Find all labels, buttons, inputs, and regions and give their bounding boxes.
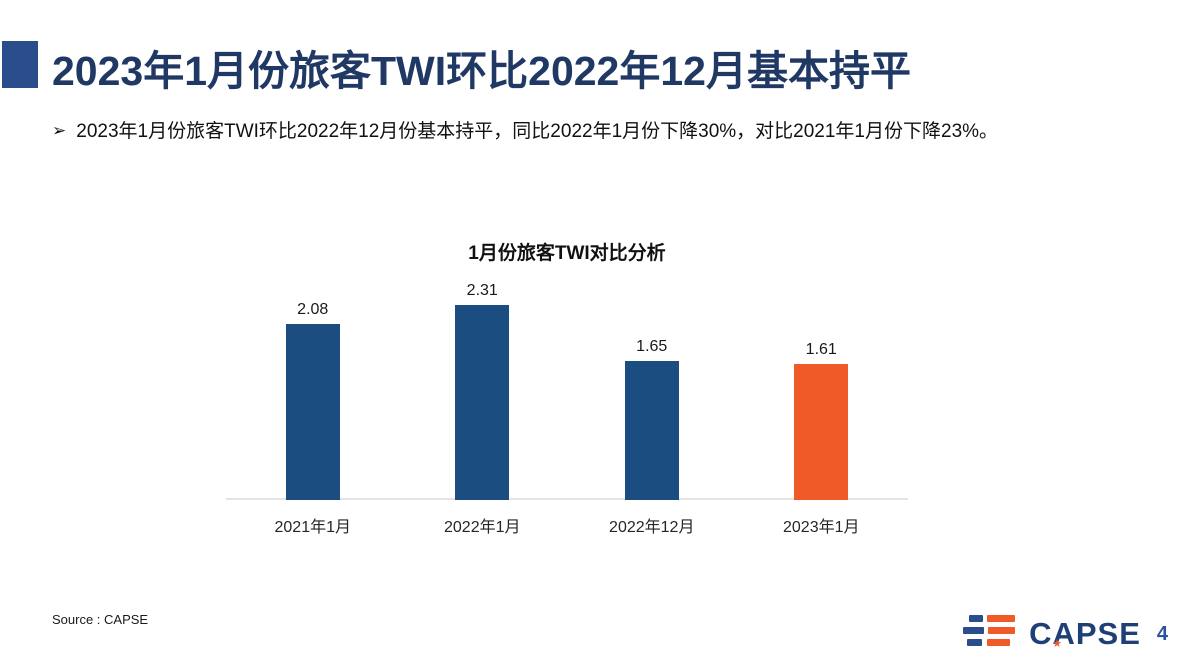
page-number: 4: [1156, 622, 1168, 645]
bar-column: 2.31: [455, 281, 510, 500]
bar: [794, 364, 849, 500]
capse-logo: CAPSE ★ 4: [961, 615, 1168, 653]
source-note: Source : CAPSE: [52, 612, 149, 627]
x-axis-line: [226, 498, 908, 500]
chart-plot: 2.08 2.31 1.65 1.61: [226, 272, 908, 500]
slide-title: 2023年1月份旅客TWI环比2022年12月基本持平: [52, 48, 911, 94]
capse-logo-text: CAPSE ★: [1029, 615, 1141, 653]
bar-column: 1.65: [624, 337, 679, 500]
bullet-arrow-icon: ➢: [52, 121, 67, 140]
x-axis-label: 2022年1月: [444, 519, 521, 536]
bar-column: 1.61: [794, 341, 849, 500]
title-accent-square: [2, 41, 38, 88]
logo-wordmark-text: CAPSE: [1029, 616, 1141, 651]
bar-value-label: 1.61: [805, 341, 837, 358]
bar-value-label: 1.65: [636, 337, 668, 355]
bar: [285, 324, 340, 500]
capse-logo-icon: [961, 615, 1017, 653]
bullet-line: ➢ 2023年1月份旅客TWI环比2022年12月份基本持平，同比2022年1月…: [52, 119, 1162, 145]
bar-chart: 1月份旅客TWI对比分析 2.08 2.31 1.65 1.61 2021年1月 202…: [226, 238, 908, 536]
chart-title: 1月份旅客TWI对比分析: [468, 243, 666, 264]
bar-value-label: 2.08: [297, 301, 329, 319]
bar-column: 2.08: [285, 301, 340, 500]
bar: [455, 304, 510, 500]
x-axis-label: 2021年1月: [274, 519, 352, 536]
x-axis-label: 2022年12月: [609, 519, 695, 536]
x-axis-label: 2023年1月: [783, 519, 860, 536]
bar: [624, 360, 679, 500]
bar-value-label: 2.31: [466, 281, 498, 299]
chart-x-labels: 2021年1月 2022年1月 2022年12月 2023年1月: [228, 500, 906, 536]
logo-star-icon: ★: [1052, 638, 1063, 650]
bullet-text: 2023年1月份旅客TWI环比2022年12月份基本持平，同比2022年1月份下…: [76, 121, 999, 142]
